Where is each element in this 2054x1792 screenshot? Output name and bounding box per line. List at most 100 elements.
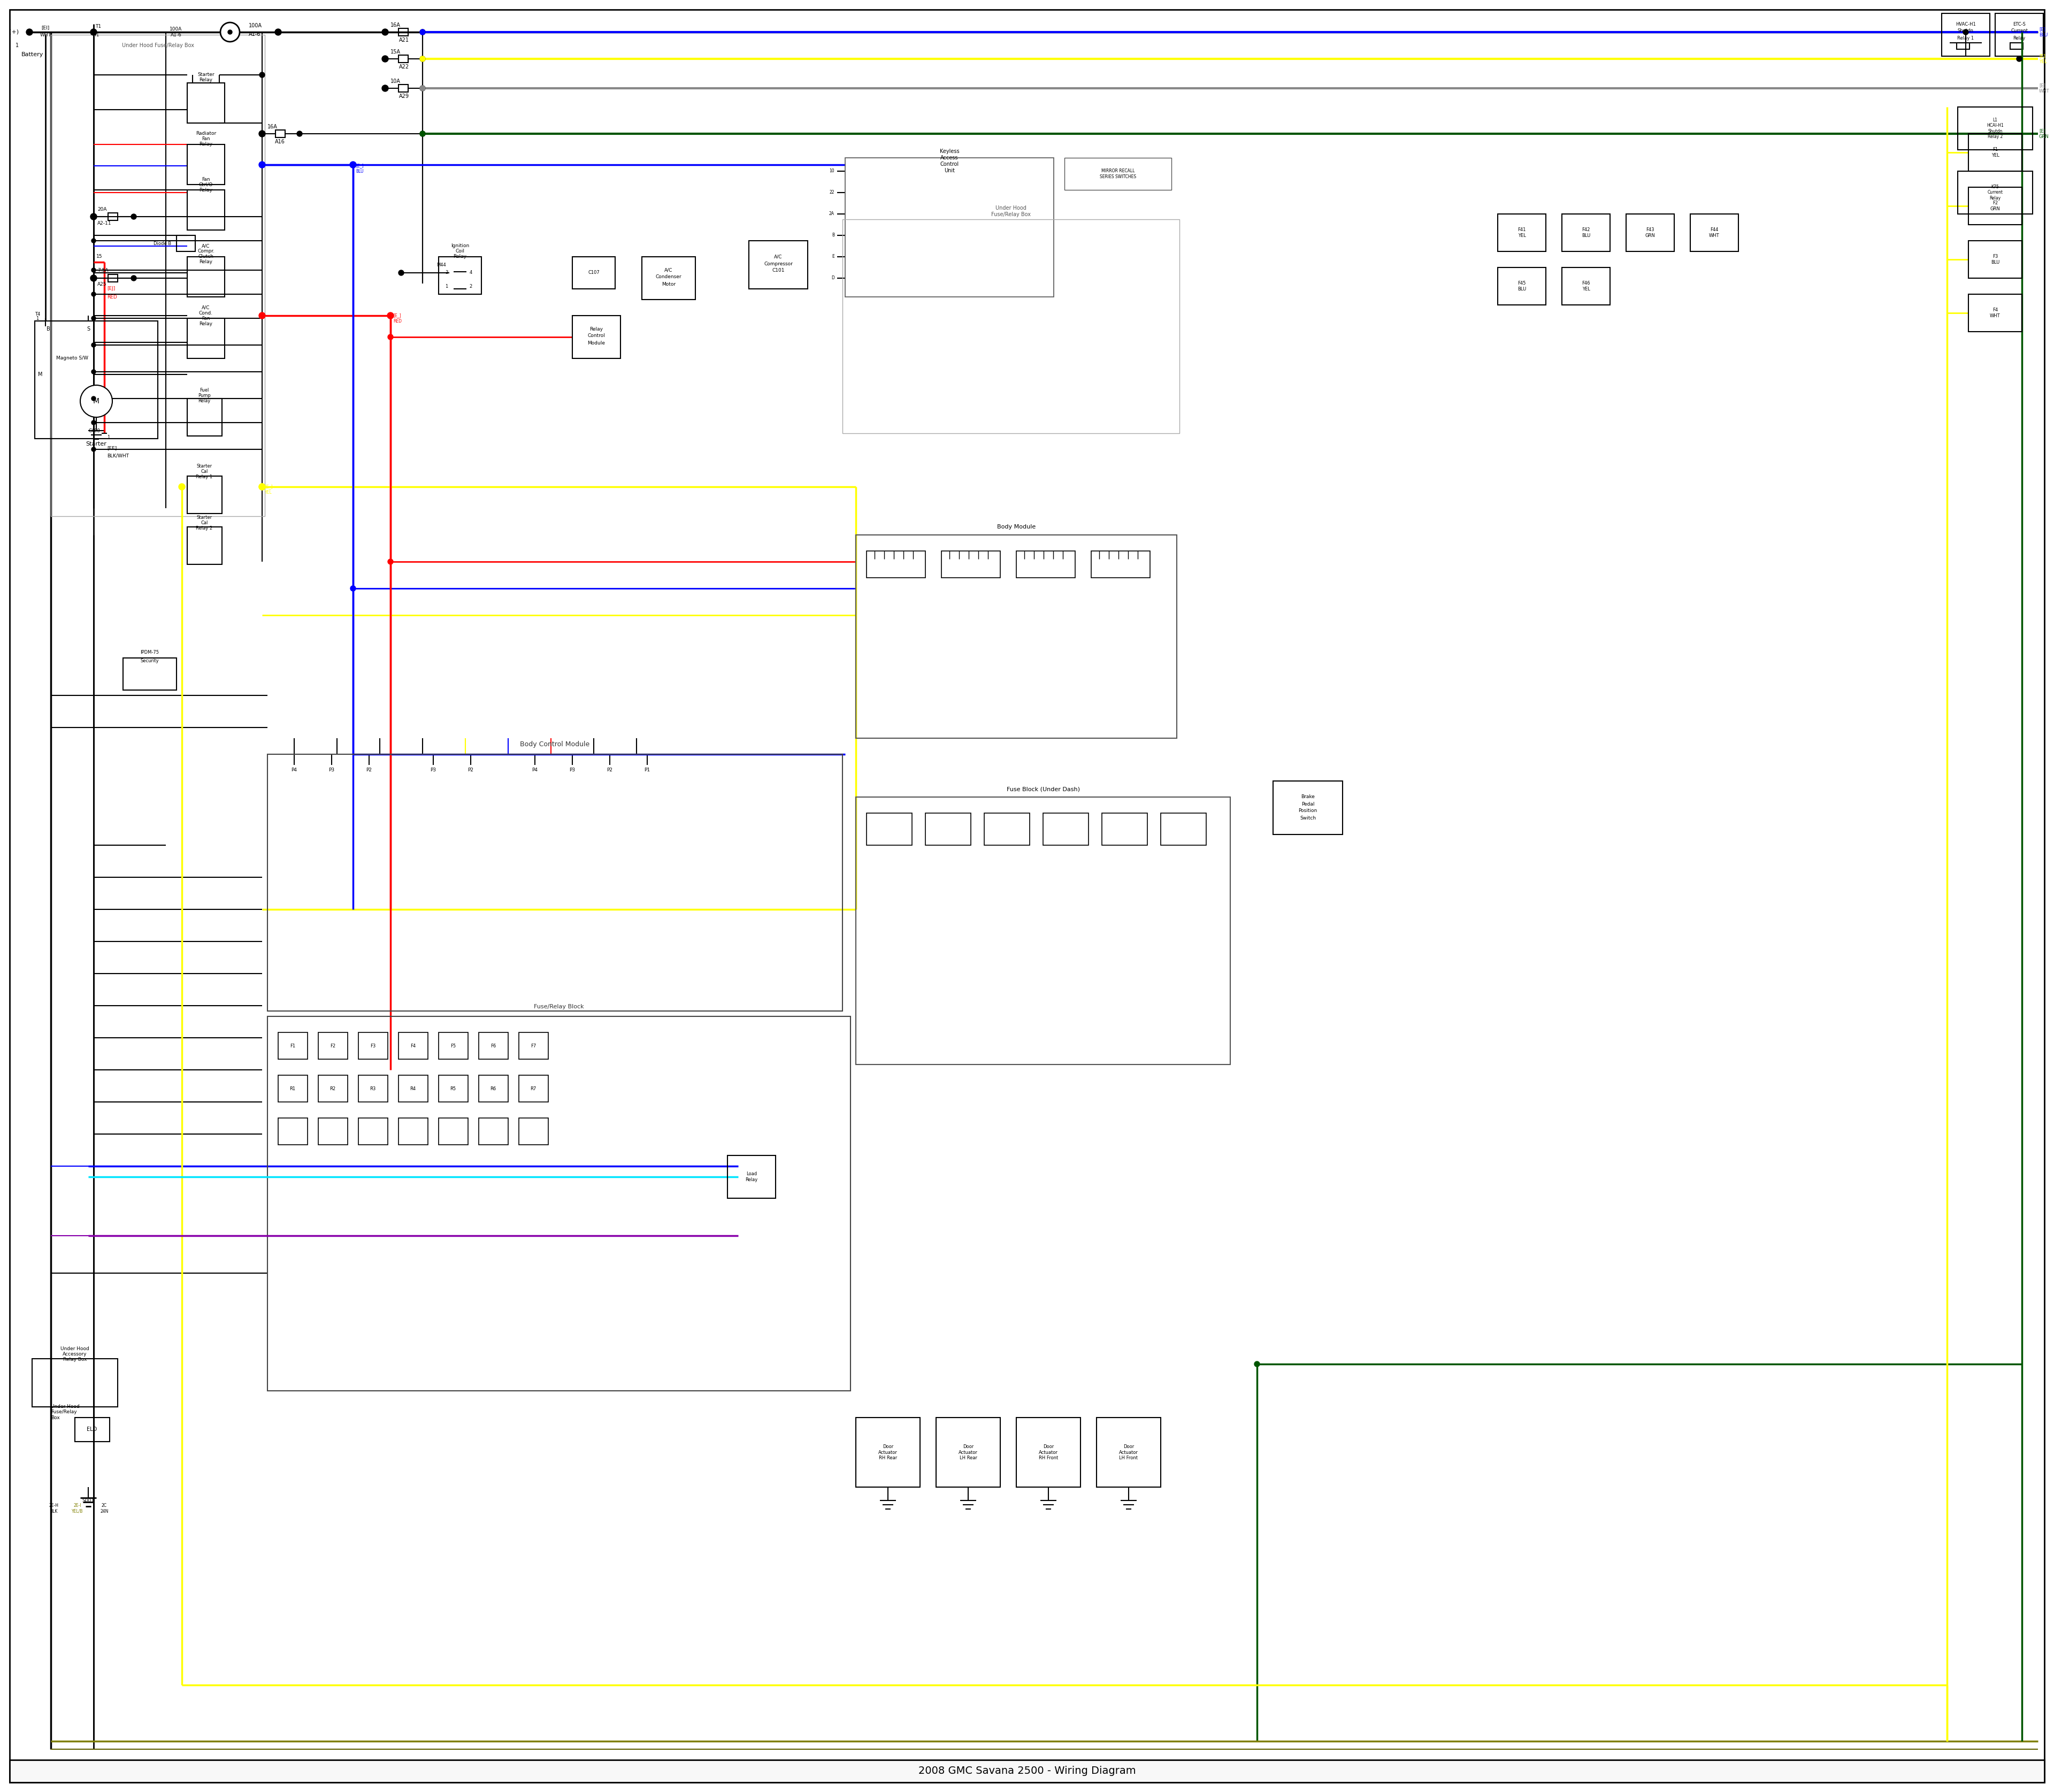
Bar [440, 1118, 468, 1145]
Bar [357, 1075, 388, 1102]
Text: (+): (+) [8, 29, 18, 34]
Text: [EI]: [EI] [41, 25, 49, 30]
Text: F6: F6 [491, 1043, 495, 1048]
Circle shape [131, 213, 136, 219]
Circle shape [92, 342, 97, 348]
Text: Fuse Block (Under Dash): Fuse Block (Under Dash) [1006, 787, 1080, 792]
Text: Current: Current [2011, 29, 2027, 34]
Circle shape [2017, 56, 2021, 61]
Text: 2E-H
BLK: 2E-H BLK [49, 1503, 58, 1514]
Text: A16: A16 [275, 140, 286, 145]
Text: [EJ]: [EJ] [107, 287, 115, 292]
Text: Fan: Fan [201, 136, 210, 142]
Text: Ignition: Ignition [450, 244, 468, 249]
Bar [1561, 267, 1610, 305]
Text: Under Hood: Under Hood [60, 1346, 88, 1351]
Text: A2-11: A2-11 [97, 220, 111, 226]
Text: Switch: Switch [1300, 815, 1317, 821]
Text: F4
WHT: F4 WHT [1990, 308, 2001, 319]
Text: Door
Actuator
LH Front: Door Actuator LH Front [1119, 1444, 1138, 1460]
Bar [941, 550, 1000, 577]
Bar [187, 477, 222, 514]
Text: Fuel: Fuel [199, 389, 210, 392]
Text: Compr.: Compr. [197, 249, 214, 254]
Text: Relay Box: Relay Box [64, 1357, 86, 1362]
Text: Compressor: Compressor [764, 262, 793, 267]
Bar [1161, 814, 1206, 846]
Text: Radiator: Radiator [195, 131, 216, 136]
Bar [187, 256, 224, 297]
Text: [E]
BLU: [E] BLU [2040, 27, 2048, 38]
Circle shape [92, 292, 97, 296]
Circle shape [27, 29, 33, 36]
Text: F45
BLU: F45 BLU [1518, 281, 1526, 292]
Text: RED: RED [107, 294, 117, 299]
Text: F3: F3 [370, 1043, 376, 1048]
Text: BLK/WHT: BLK/WHT [107, 453, 129, 459]
Text: 10: 10 [830, 168, 834, 174]
Bar [1017, 1417, 1080, 1487]
Circle shape [259, 484, 265, 489]
Circle shape [90, 274, 97, 281]
Bar [937, 1417, 1000, 1487]
Bar [1968, 134, 2021, 172]
Circle shape [259, 161, 265, 167]
Text: R1: R1 [290, 1086, 296, 1091]
Bar [926, 814, 972, 846]
Bar [1064, 158, 1171, 190]
Circle shape [92, 269, 97, 272]
Text: [E]
GRN: [E] GRN [2040, 129, 2050, 140]
Text: Relay 1: Relay 1 [195, 475, 214, 480]
Text: P3: P3 [569, 769, 575, 772]
Bar [520, 1118, 548, 1145]
Circle shape [351, 586, 355, 591]
Bar [187, 190, 224, 229]
Text: A29: A29 [398, 93, 409, 99]
Text: Body Control Module: Body Control Module [520, 742, 589, 747]
Bar [573, 315, 620, 358]
Bar [479, 1075, 507, 1102]
Text: [E_]
YEL: [E_] YEL [265, 484, 273, 495]
Text: B: B [47, 326, 49, 332]
Text: 7.5A: 7.5A [97, 269, 109, 272]
Text: K75
Current
Relay: K75 Current Relay [1988, 185, 2003, 201]
Text: F46
YEL: F46 YEL [1582, 281, 1590, 292]
Circle shape [259, 484, 265, 489]
Bar [844, 158, 1054, 297]
Circle shape [351, 161, 355, 167]
Bar [1017, 550, 1074, 577]
Text: 16A: 16A [267, 124, 277, 129]
Text: 1: 1 [16, 43, 18, 48]
Text: Access: Access [941, 156, 959, 161]
Text: A/C: A/C [774, 254, 783, 260]
Bar [109, 274, 117, 281]
Text: WHT: WHT [39, 32, 51, 38]
Text: Relay: Relay [454, 254, 466, 260]
Text: A21: A21 [398, 38, 409, 43]
Text: 2E-I
YEL/B: 2E-I YEL/B [72, 1503, 84, 1514]
Text: Starter: Starter [197, 464, 212, 470]
Text: Under Hood
Fuse/Relay
Box: Under Hood Fuse/Relay Box [51, 1405, 80, 1421]
Bar [318, 1032, 347, 1059]
Circle shape [259, 314, 265, 319]
Bar [867, 814, 912, 846]
Text: Starter: Starter [197, 514, 212, 520]
Bar [641, 256, 696, 299]
Bar [398, 1032, 427, 1059]
Bar [187, 319, 224, 358]
Circle shape [398, 271, 405, 276]
Bar [857, 797, 1230, 1064]
Text: [EE]: [EE] [107, 446, 117, 450]
Text: Relay: Relay [199, 321, 214, 326]
Circle shape [92, 369, 97, 375]
Bar [187, 145, 224, 185]
Bar [35, 321, 158, 439]
Text: 2008 GMC Savana 2500 - Wiring Diagram: 2008 GMC Savana 2500 - Wiring Diagram [918, 1767, 1136, 1776]
Circle shape [1255, 1362, 1259, 1367]
Bar [1497, 213, 1547, 251]
Text: Relay 1: Relay 1 [1957, 36, 1974, 41]
Text: Relay 2: Relay 2 [195, 525, 214, 530]
Text: Shutdn: Shutdn [1957, 29, 1974, 34]
Circle shape [259, 131, 265, 136]
Bar [267, 754, 842, 1011]
